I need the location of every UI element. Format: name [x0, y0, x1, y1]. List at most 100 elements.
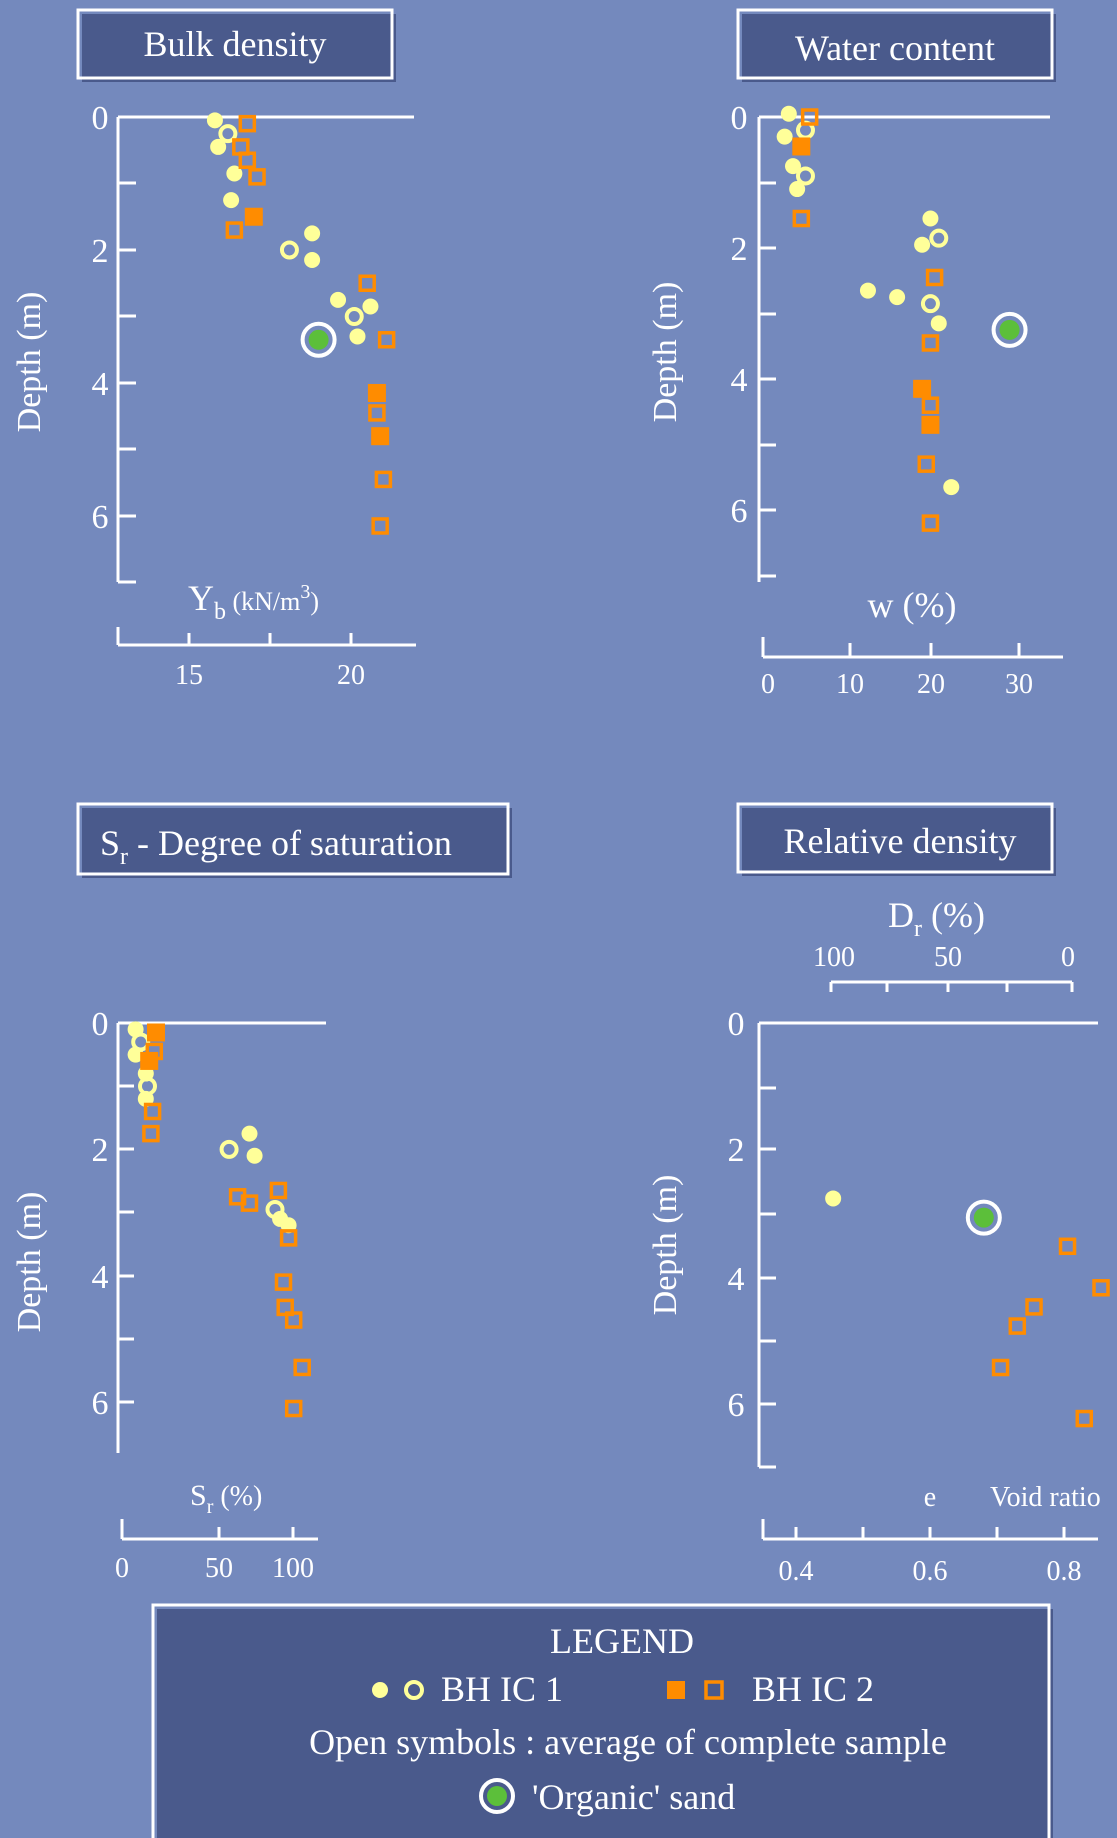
bh1-solid-point [210, 138, 227, 155]
top-axis-label: Dr (%) [888, 895, 985, 942]
y-tick-label: 2 [728, 1132, 745, 1169]
x-axis: 0 10 20 30 w (%) [761, 585, 1063, 700]
bh2-open-point [917, 455, 936, 473]
legend-bh2-label: BH IC 2 [752, 1669, 874, 1709]
bh1-solid-point [943, 479, 960, 496]
organic-point [308, 329, 329, 350]
x-axis-label-e: e [924, 1482, 936, 1513]
y-axis-label: Depth (m) [11, 1192, 48, 1333]
bh1-open-point [929, 228, 949, 248]
y-tick-label: 2 [92, 233, 109, 270]
plot-marks [206, 112, 396, 535]
bh1-open-marker [404, 1680, 424, 1700]
bh2-open-point [143, 1102, 162, 1121]
y-tick-label: 6 [92, 499, 109, 536]
bh1-open-point [131, 1032, 151, 1052]
bh1-open-point [218, 124, 238, 144]
bh2-solid-marker [667, 1681, 685, 1699]
panel-bulk-density: Bulk density 0 2 4 6 Depth (m) 15 20 [11, 8, 416, 691]
bh2-open-point [1008, 1317, 1027, 1335]
bh2-open-point [279, 1229, 298, 1247]
bh2-open-point [358, 274, 376, 292]
x-axis-label: w (%) [868, 585, 957, 625]
bh2-solid-point [921, 415, 940, 434]
y-tick-label: 2 [731, 231, 748, 268]
bh2-solid-point [371, 427, 390, 446]
x-tick-label: 20 [337, 660, 365, 691]
bh2-open-point [225, 221, 244, 239]
bh1-open-point [219, 1139, 239, 1159]
bh2-solid-point [147, 1023, 165, 1042]
bh2-open-point [377, 331, 396, 349]
bh1-open-point [138, 1076, 157, 1096]
bh2-open-point [238, 114, 257, 133]
x-axis: 0 50 100 Sr (%) [115, 1479, 318, 1584]
top-tick-label: 50 [934, 942, 962, 973]
legend-note: Open symbols : average of complete sampl… [309, 1722, 947, 1762]
y-tick-label: 4 [92, 366, 109, 403]
y-axis: 0 2 4 6 Depth (m) [11, 100, 414, 584]
x-axis: 0.4 0.6 0.8 e Void ratio [761, 1482, 1101, 1587]
y-axis: 0 2 4 6 Depth (m) [647, 1006, 1098, 1469]
x-tick-label: 50 [205, 1553, 233, 1584]
bh1-solid-point [330, 291, 347, 308]
bh2-open-point [374, 470, 393, 489]
bh2-open-point [145, 1042, 164, 1061]
y-tick-label: 0 [731, 100, 748, 137]
bh2-open-point [238, 151, 257, 169]
title-box-shadow [742, 808, 1056, 876]
y-tick-label: 6 [728, 1387, 745, 1424]
legend-bh1-label: BH IC 1 [441, 1669, 563, 1709]
y-tick-label: 0 [728, 1006, 745, 1043]
x-tick-label: 10 [836, 669, 864, 700]
panel-title: Bulk density [143, 24, 326, 64]
plot-marks [825, 1190, 1110, 1428]
bh1-open-point [795, 166, 815, 186]
legend-title: LEGEND [550, 1621, 694, 1661]
bh1-solid-point [241, 1125, 258, 1142]
panel-title: Water content [795, 28, 995, 68]
organic-ring-point [300, 321, 337, 358]
bh2-open-point [274, 1273, 293, 1291]
title-box [736, 8, 1054, 80]
x-axis-label: Void ratio [990, 1482, 1101, 1513]
y-tick-label: 0 [92, 100, 109, 137]
bh2-open-point [921, 334, 940, 352]
bh2-open-point [284, 1311, 303, 1329]
title-box-shadow [82, 808, 512, 878]
bh2-open-point [371, 517, 389, 535]
panel-degree-of-saturation: Sr - Degree of saturation 0 2 4 6 Depth … [11, 802, 512, 1584]
organic-ring-point [965, 1199, 1002, 1236]
bh2-open-point [1075, 1409, 1094, 1428]
plot-marks [776, 105, 1028, 532]
bh2-solid-point [913, 379, 932, 398]
y-axis: 0 2 4 6 Depth (m) [11, 1006, 326, 1453]
y-tick-label: 4 [728, 1261, 745, 1298]
bh2-solid-point [792, 137, 811, 156]
bh2-open-point [921, 514, 940, 532]
top-axis-dr: Dr (%) 100 50 0 [813, 895, 1075, 992]
title-box [76, 802, 510, 876]
bh1-solid-point [780, 105, 797, 122]
bh2-open-marker [704, 1680, 724, 1700]
bh2-open-point [1058, 1237, 1077, 1256]
bh1-solid-point [859, 282, 876, 299]
bh1-solid-point [304, 225, 321, 242]
top-tick-label: 0 [1061, 942, 1075, 973]
y-tick-label: 4 [731, 362, 748, 399]
y-tick-label: 6 [92, 1385, 109, 1422]
bh1-solid-point [349, 328, 366, 345]
bh2-open-point [1092, 1279, 1110, 1297]
bh2-open-point [284, 1399, 303, 1418]
bh2-open-point [792, 209, 811, 228]
bh1-solid-point [825, 1190, 842, 1207]
bh2-open-point [142, 1124, 160, 1143]
x-tick-label: 0 [761, 669, 775, 700]
legend-organic-label: 'Organic' sand [532, 1777, 735, 1817]
bh1-open-point [265, 1199, 285, 1219]
y-axis-label: Depth (m) [647, 1175, 684, 1316]
bh2-open-point [1025, 1298, 1043, 1316]
title-box [76, 8, 394, 80]
bh2-open-point [248, 168, 266, 186]
bh2-open-point [800, 108, 819, 126]
